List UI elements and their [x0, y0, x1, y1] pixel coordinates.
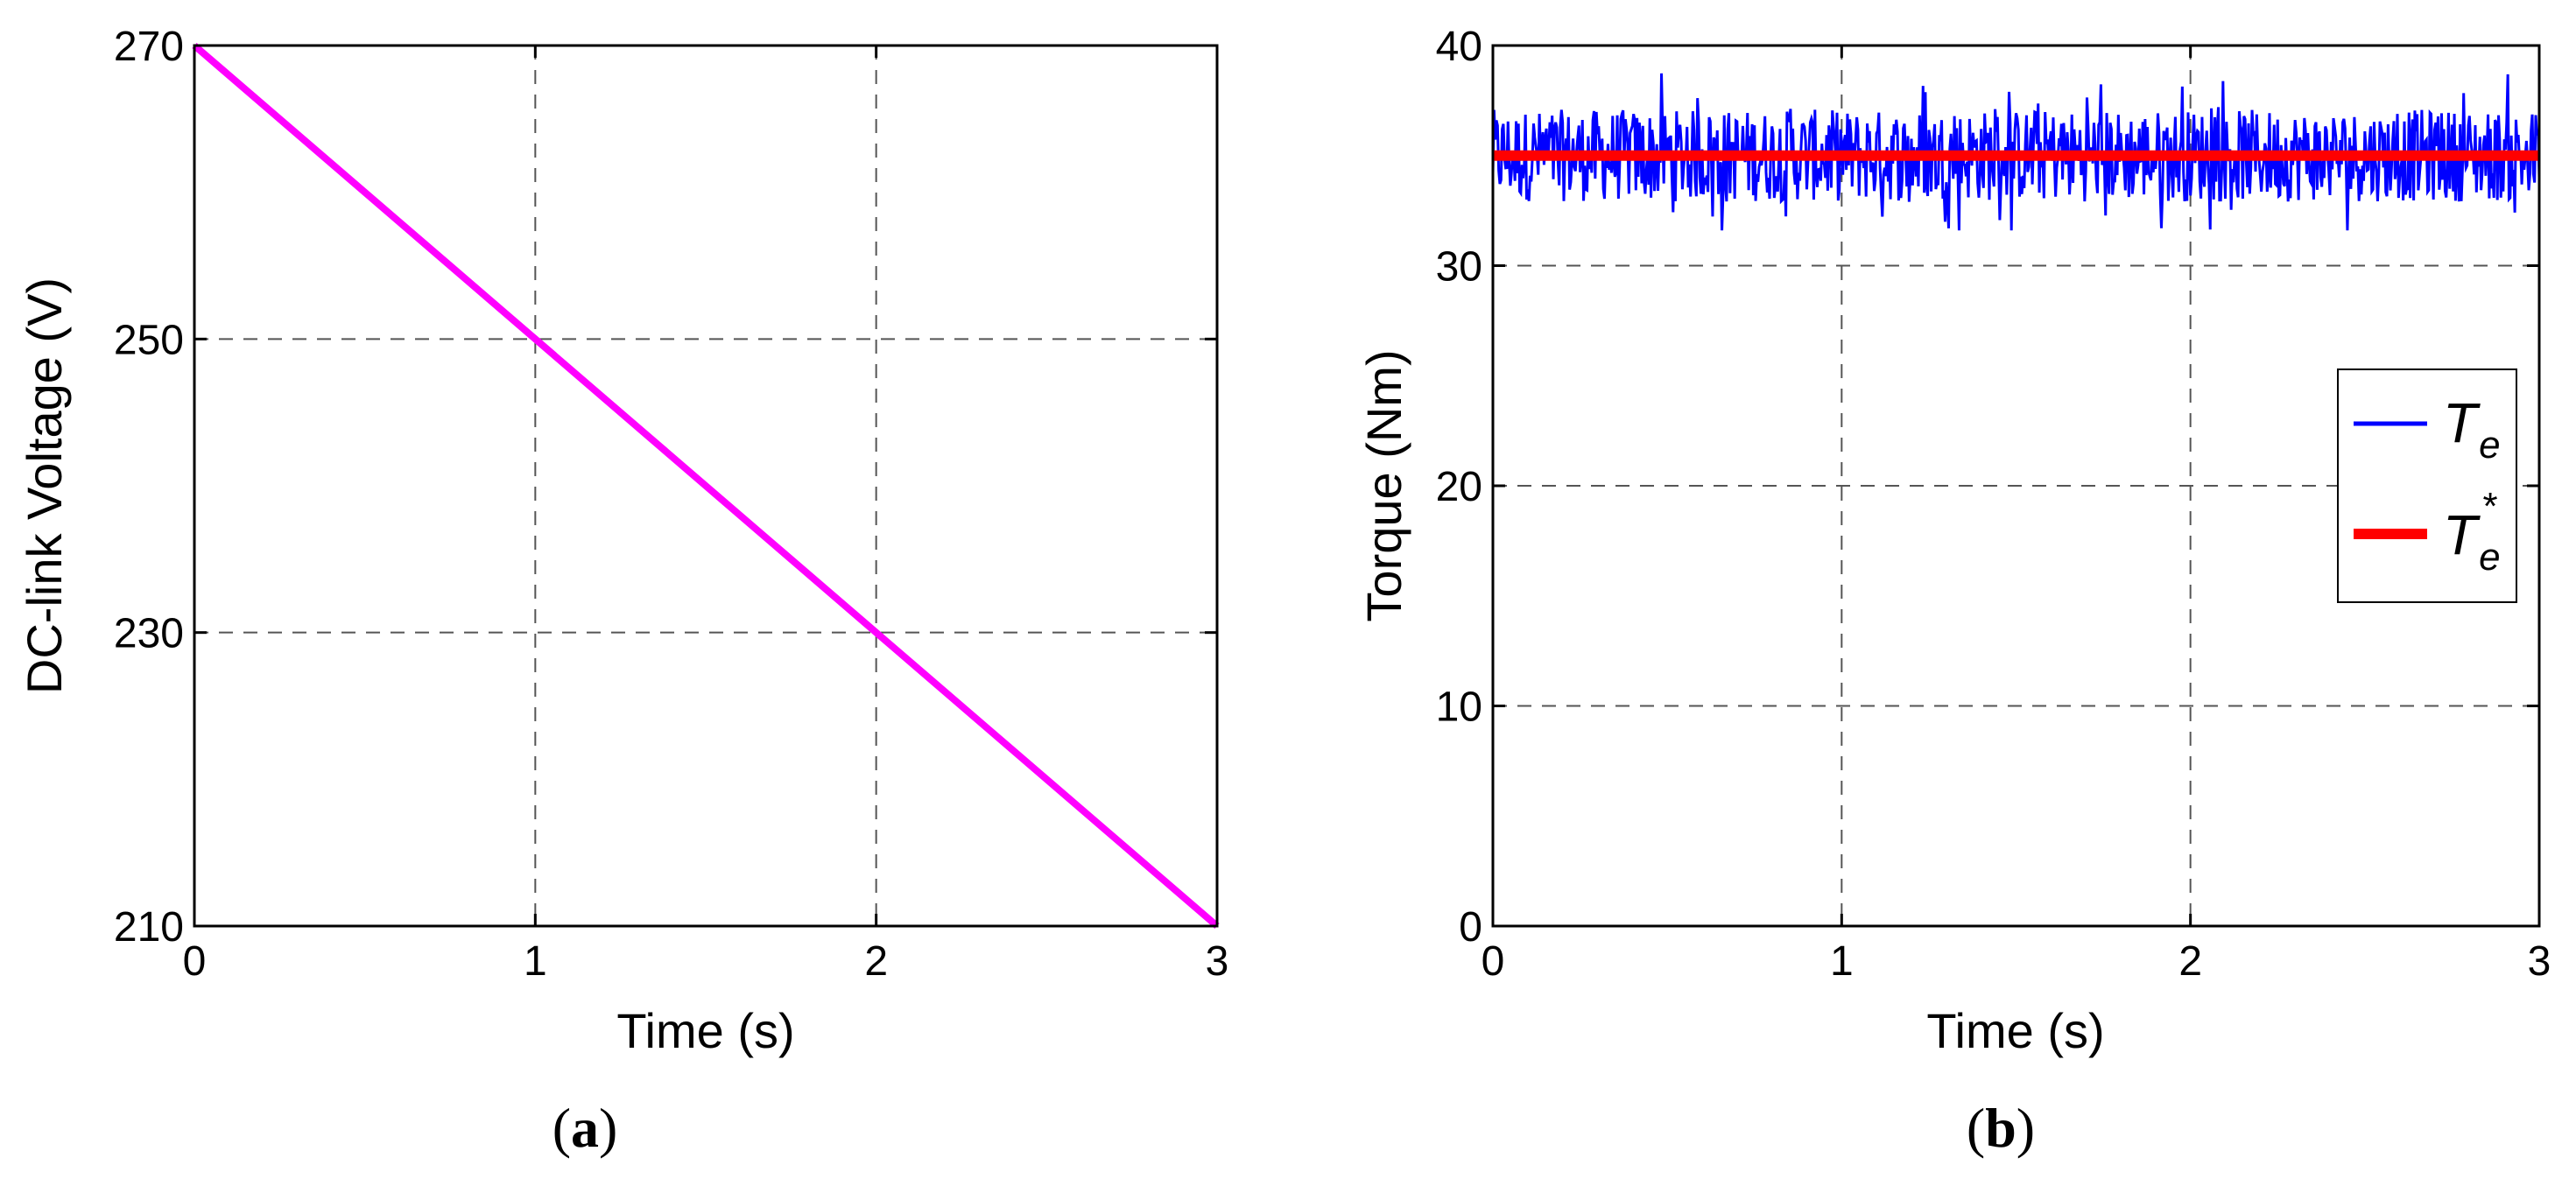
panel-a-y-ticks: 210 230 250 270 — [114, 24, 1217, 951]
x-tick-label: 3 — [2528, 938, 2551, 985]
y-tick-label: 210 — [114, 904, 184, 951]
legend-label-te: Te — [2443, 391, 2501, 467]
legend-label-te-ref: Te * — [2443, 485, 2501, 579]
legend-label-te-sub: e — [2479, 424, 2500, 467]
panel-b-x-ticks: 0 1 2 3 — [1482, 46, 2551, 985]
series-line-noisy — [1491, 73, 2541, 231]
legend-label-te-ref-sub: e — [2479, 536, 2500, 579]
panel-a-plot-frame — [193, 44, 1219, 928]
y-tick-label: 270 — [114, 24, 184, 70]
y-tick-label: 250 — [114, 317, 184, 363]
panel-b-y-axis-label: Torque (Nm) — [1356, 349, 1411, 621]
panel-b-series — [1491, 73, 2541, 231]
series-line — [192, 42, 1220, 930]
panel-a-y-axis-label: DC-link Voltage (V) — [17, 277, 72, 694]
panel-a-x-axis-label: Time (s) — [616, 1003, 794, 1058]
panel-a-label-letter: a — [571, 1097, 599, 1159]
y-tick-label: 40 — [1436, 24, 1482, 70]
y-tick-label: 230 — [114, 611, 184, 657]
panel-b-y-ticks: 0 10 20 30 40 — [1436, 24, 2539, 951]
panel-b-label: (b) — [1967, 1097, 2035, 1159]
panel-a-label: (a) — [553, 1097, 618, 1159]
x-tick-label: 3 — [1206, 938, 1229, 985]
x-tick-label: 2 — [864, 938, 888, 985]
panel-b-x-axis-label: Time (s) — [1926, 1003, 2104, 1058]
y-tick-label: 0 — [1459, 904, 1482, 951]
legend-label-te-main: T — [2443, 391, 2481, 454]
legend-label-te-ref-main: T — [2443, 503, 2481, 566]
panel-a-x-ticks: 0 1 2 3 — [183, 46, 1229, 985]
y-tick-label: 30 — [1436, 244, 1482, 291]
y-tick-label: 20 — [1436, 464, 1482, 510]
x-tick-label: 1 — [524, 938, 547, 985]
panel-a-chart: 0 1 2 3 210 230 250 270 Time (s) DC-link Volta… — [17, 24, 1228, 1159]
x-tick-label: 0 — [1482, 938, 1505, 985]
x-tick-label: 0 — [183, 938, 207, 985]
panel-b-legend: Te Te * — [2337, 368, 2517, 603]
panel-b-label-letter: b — [1985, 1097, 2016, 1159]
legend-label-te-ref-sup: * — [2481, 485, 2498, 528]
y-tick-label: 10 — [1436, 684, 1482, 731]
x-tick-label: 2 — [2178, 938, 2202, 985]
legend-box — [2337, 368, 2517, 603]
x-tick-label: 1 — [1830, 938, 1854, 985]
panel-a-series — [192, 42, 1220, 930]
